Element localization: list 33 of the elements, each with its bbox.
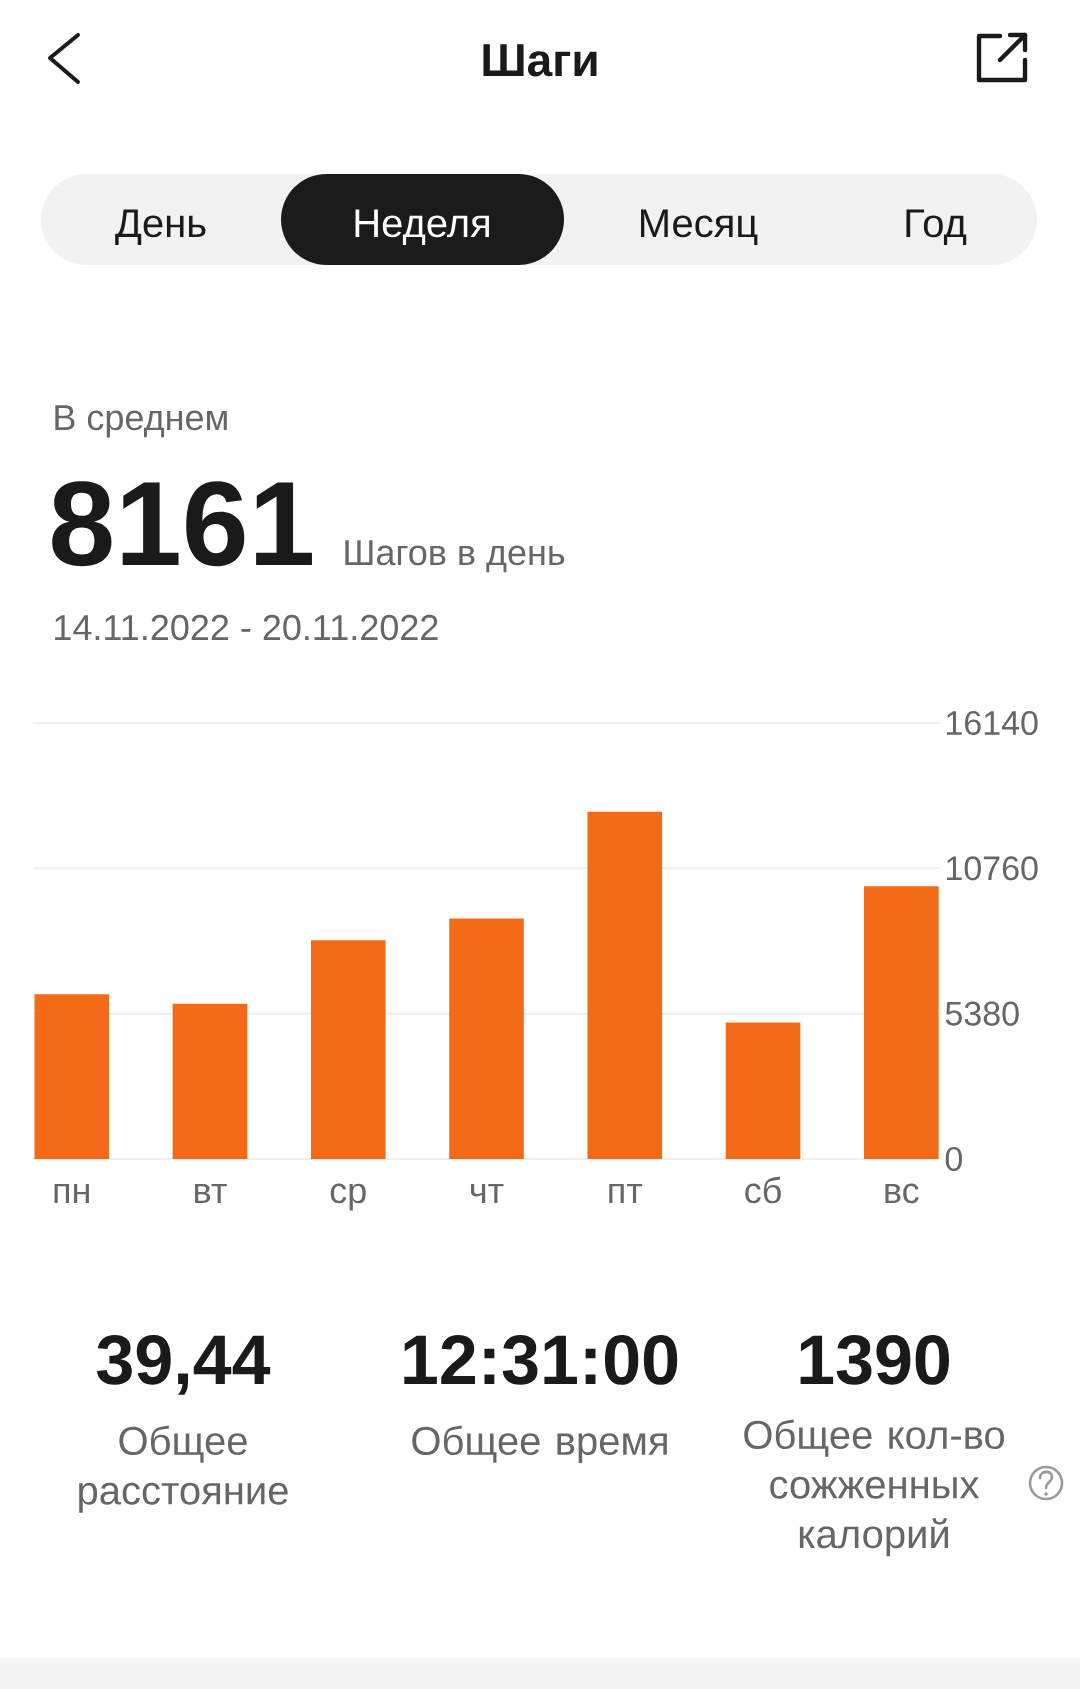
text: Год (906, 209, 967, 245)
bar (172, 1003, 248, 1159)
x-tick-label: ср (330, 1183, 366, 1211)
text: 1390 (800, 1335, 949, 1385)
x-tick-label: пн (54, 1183, 89, 1203)
text: День (115, 209, 206, 245)
text: Общее время (412, 1425, 667, 1464)
x-tick-label: чт (471, 1183, 504, 1203)
x-tick-label: пт (609, 1183, 643, 1203)
bar (310, 940, 386, 1159)
chart-title: Шаги (483, 44, 597, 77)
text: В среднем (55, 405, 227, 438)
chart-subtitle: 14.11.2022 - 20.11.2022 (55, 614, 438, 641)
y-tick-label: 16140 (947, 710, 1038, 736)
bar (34, 994, 110, 1159)
bar (587, 811, 663, 1159)
x-tick-label: вт (195, 1183, 227, 1203)
bar (449, 918, 524, 1159)
x-tick-label: вс (885, 1183, 919, 1204)
bar (725, 1022, 801, 1159)
text: 39,44 (97, 1335, 271, 1395)
bar (863, 886, 939, 1159)
text: Шагов в день (345, 540, 565, 573)
y-tick-label: 0 (945, 1146, 963, 1172)
text: Неделя (355, 209, 489, 245)
text: 12:31:00 (404, 1335, 678, 1385)
text: Общее расстояние (79, 1425, 288, 1513)
text: Общее кол-во сожженных калорий (744, 1419, 1005, 1557)
x-tick-label: сб (745, 1176, 781, 1204)
y-tick-label: 5380 (945, 1001, 1019, 1026)
text: Месяц (641, 209, 758, 245)
text: 8161 (52, 481, 312, 567)
y-tick-label: 10760 (947, 856, 1038, 881)
